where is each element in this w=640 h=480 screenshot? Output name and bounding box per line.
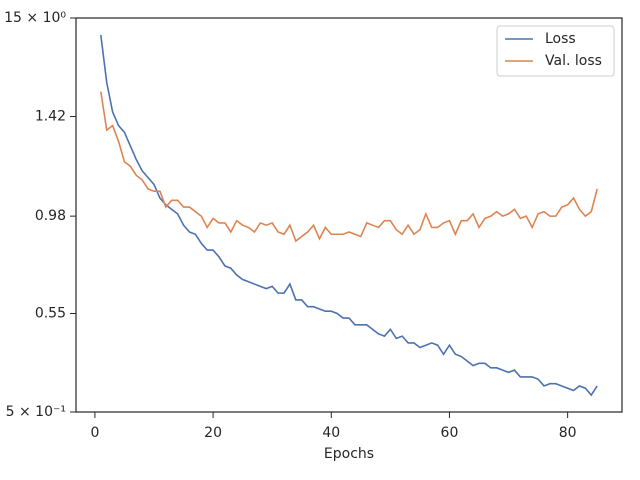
y-tick-label: 15 × 10⁰ — [4, 10, 66, 26]
x-tick-label: 0 — [90, 425, 99, 441]
x-tick-label: 40 — [322, 425, 340, 441]
legend-label: Val. loss — [545, 53, 602, 69]
x-axis-label: Epochs — [324, 446, 374, 462]
x-tick-label: 60 — [441, 425, 459, 441]
x-tick-label: 20 — [204, 425, 222, 441]
y-tick-label: 0.55 — [35, 306, 66, 322]
x-tick-label: 80 — [559, 425, 577, 441]
legend-label: Loss — [545, 31, 576, 47]
plot-frame — [75, 17, 623, 413]
y-tick-label: 1.42 — [35, 109, 66, 125]
y-tick-label: 0.98 — [35, 208, 66, 224]
y-tick-label: 5 × 10⁻¹ — [6, 404, 66, 420]
line-series — [100, 34, 598, 397]
line-series — [100, 91, 598, 243]
